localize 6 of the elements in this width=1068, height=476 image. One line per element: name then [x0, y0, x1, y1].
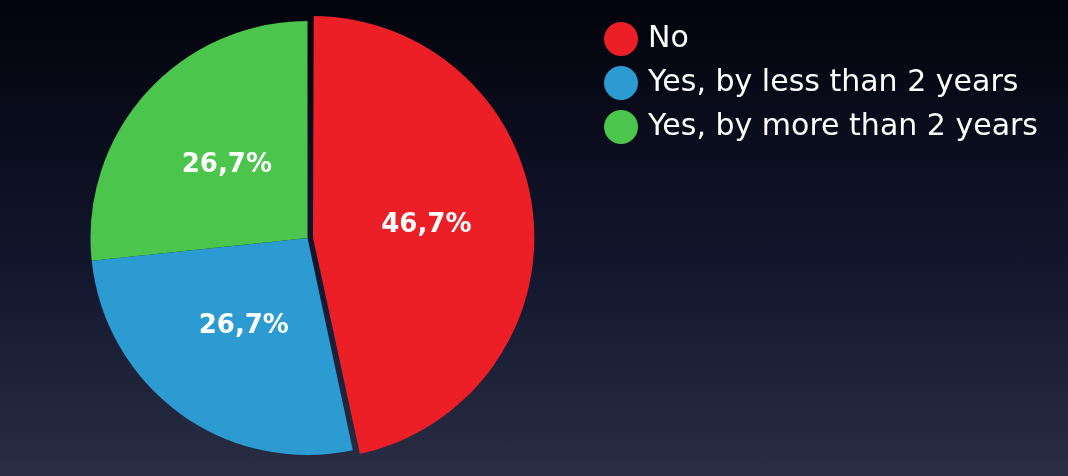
legend-label: Yes, by more than 2 years — [647, 106, 1039, 142]
data-label: 26,7% — [198, 308, 289, 339]
legend-label: No — [648, 18, 689, 54]
data-label: 26,7% — [181, 148, 272, 179]
legend-label: Yes, by less than 2 years — [647, 62, 1019, 98]
data-label: 46,7% — [381, 208, 472, 239]
